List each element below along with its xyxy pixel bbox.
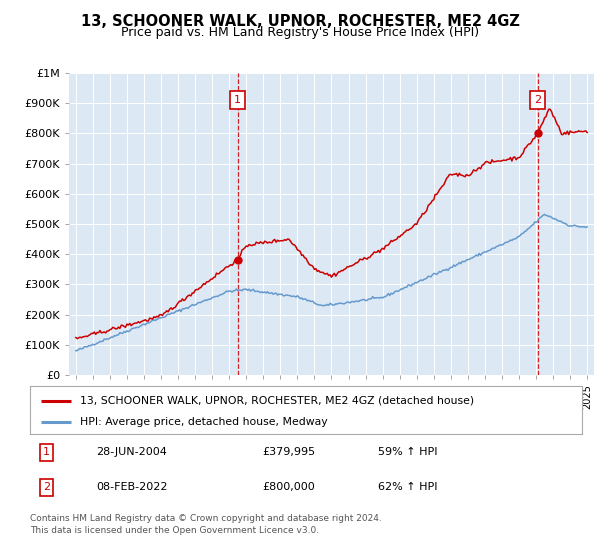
- Text: 08-FEB-2022: 08-FEB-2022: [96, 482, 168, 492]
- Text: £800,000: £800,000: [262, 482, 314, 492]
- Text: 1: 1: [43, 447, 50, 457]
- Text: 13, SCHOONER WALK, UPNOR, ROCHESTER, ME2 4GZ (detached house): 13, SCHOONER WALK, UPNOR, ROCHESTER, ME2…: [80, 396, 474, 405]
- Text: 2: 2: [43, 482, 50, 492]
- Text: 13, SCHOONER WALK, UPNOR, ROCHESTER, ME2 4GZ: 13, SCHOONER WALK, UPNOR, ROCHESTER, ME2…: [80, 14, 520, 29]
- Text: 62% ↑ HPI: 62% ↑ HPI: [378, 482, 437, 492]
- Text: HPI: Average price, detached house, Medway: HPI: Average price, detached house, Medw…: [80, 417, 328, 427]
- Text: 2: 2: [534, 95, 541, 105]
- Text: Price paid vs. HM Land Registry's House Price Index (HPI): Price paid vs. HM Land Registry's House …: [121, 26, 479, 39]
- Text: £379,995: £379,995: [262, 447, 315, 457]
- Text: 28-JUN-2004: 28-JUN-2004: [96, 447, 167, 457]
- Text: Contains HM Land Registry data © Crown copyright and database right 2024.
This d: Contains HM Land Registry data © Crown c…: [30, 514, 382, 535]
- Text: 59% ↑ HPI: 59% ↑ HPI: [378, 447, 437, 457]
- Text: 1: 1: [234, 95, 241, 105]
